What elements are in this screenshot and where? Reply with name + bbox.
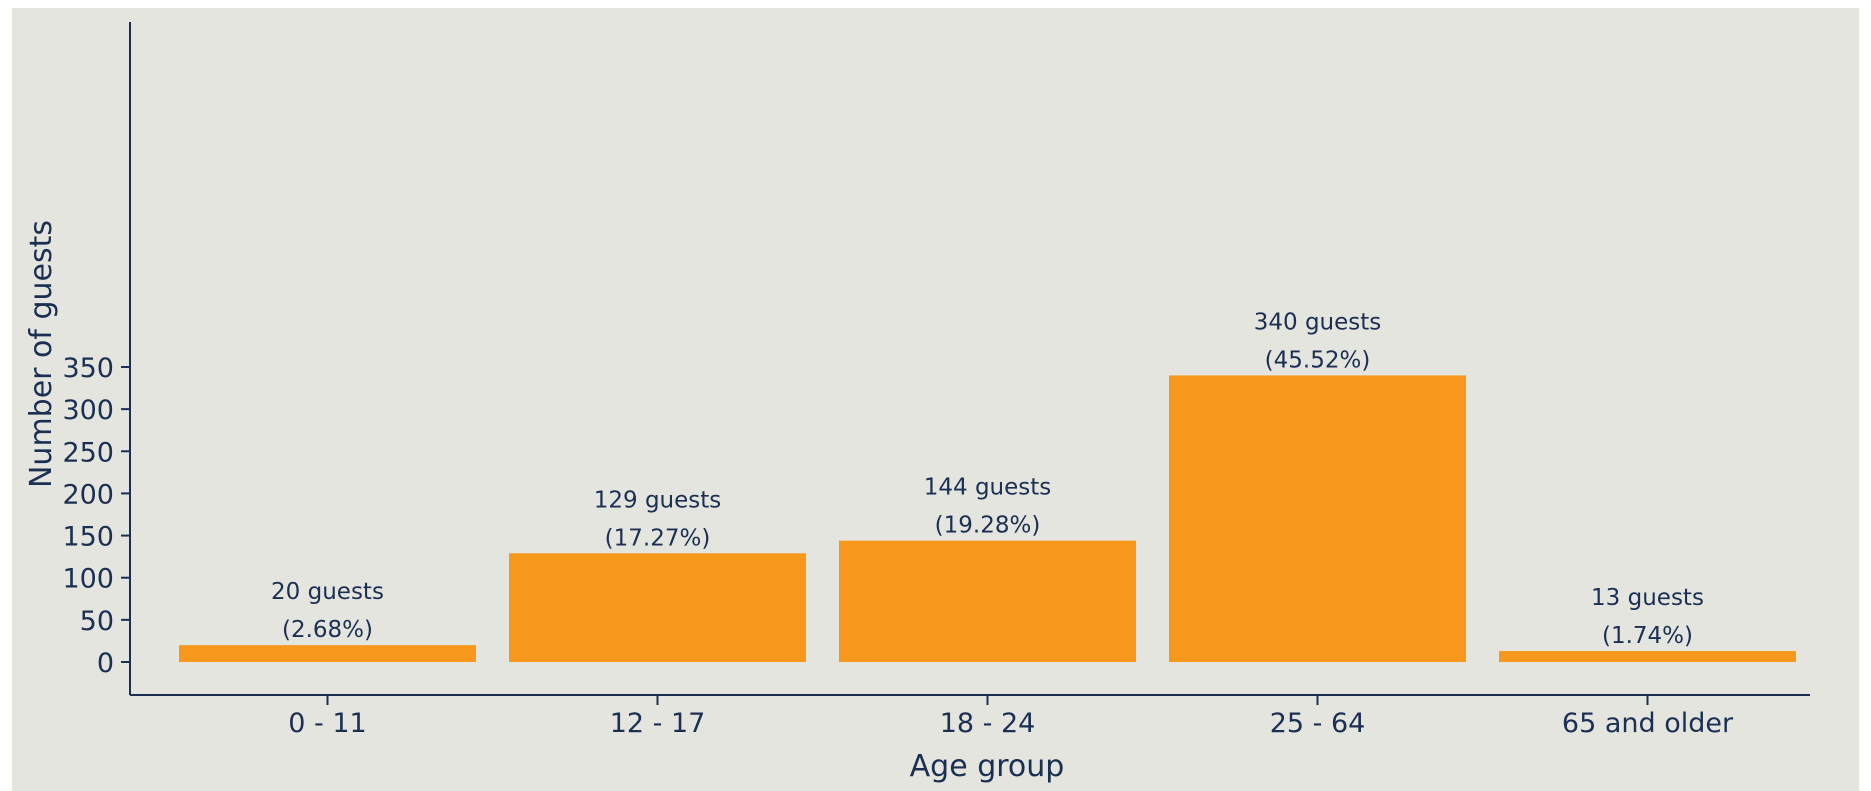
y-axis-title: Number of guests — [24, 220, 59, 488]
bar — [1169, 375, 1466, 662]
data-label-percent: (17.27%) — [605, 525, 711, 551]
data-labels-group: 20 guests (2.68%) 129 guests (17.27%) 144 gu… — [271, 309, 1704, 649]
y-tick-label: 50 — [80, 606, 114, 637]
bars-group — [179, 375, 1796, 662]
data-label-percent: (19.28%) — [935, 513, 1041, 539]
x-tick-label: 0 - 11 — [288, 708, 366, 739]
data-label-percent: (1.74%) — [1602, 623, 1693, 649]
bar — [179, 645, 476, 662]
data-label-count: 144 guests — [924, 475, 1052, 501]
y-tick-label: 0 — [97, 648, 114, 679]
data-label-count: 340 guests — [1254, 309, 1382, 335]
data-label-percent: (45.52%) — [1265, 347, 1371, 373]
x-tick-label: 65 and older — [1562, 708, 1734, 739]
bar — [839, 540, 1136, 662]
chart-panel: 20 guests (2.68%) 129 guests (17.27%) 144 gu… — [12, 8, 1859, 791]
data-label-count: 129 guests — [594, 487, 722, 513]
bar-chart: 20 guests (2.68%) 129 guests (17.27%) 144 gu… — [24, 22, 1810, 784]
y-tick-label: 200 — [62, 479, 114, 510]
y-tick-label: 100 — [62, 564, 114, 595]
y-tick-label: 300 — [62, 395, 114, 426]
data-label-count: 13 guests — [1591, 585, 1704, 611]
y-tick-label: 150 — [62, 522, 114, 553]
data-label-count: 20 guests — [271, 579, 384, 605]
data-label-percent: (2.68%) — [282, 617, 373, 643]
bar — [1499, 651, 1796, 662]
x-axis-title: Age group — [910, 749, 1065, 784]
y-tick-label: 350 — [62, 353, 114, 384]
x-tick-label: 25 - 64 — [1270, 708, 1366, 739]
x-tick-label: 12 - 17 — [610, 708, 706, 739]
bar — [509, 553, 806, 662]
x-tick-label: 18 - 24 — [940, 708, 1036, 739]
x-axis-ticks: 0 - 11 12 - 17 18 - 24 25 - 64 65 and older — [288, 695, 1734, 739]
y-tick-label: 250 — [62, 437, 114, 468]
y-axis-ticks: 0 50 100 150 200 250 300 350 — [62, 353, 130, 679]
